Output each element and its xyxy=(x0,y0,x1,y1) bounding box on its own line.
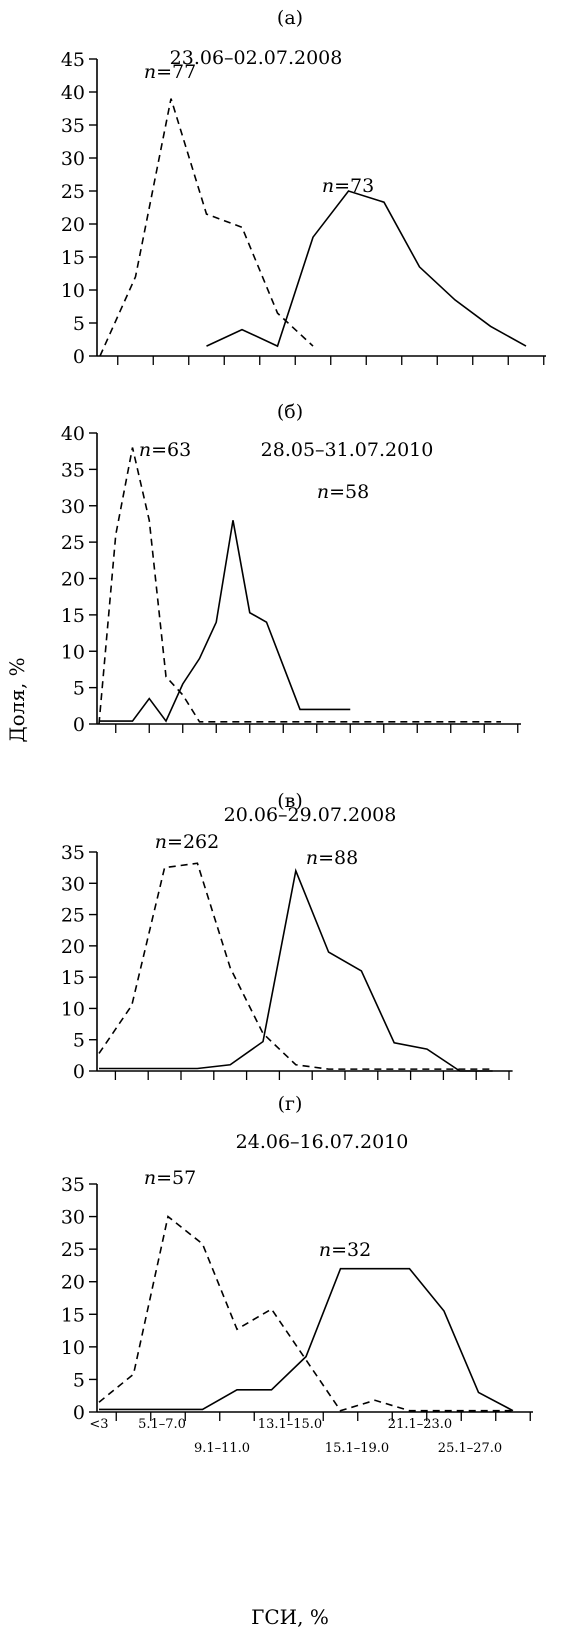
y-axis-label: Доля, % xyxy=(5,657,29,742)
series-solid-line xyxy=(99,520,351,723)
panel-label: (а) xyxy=(277,7,303,29)
x-axis-label: ГСИ, % xyxy=(251,1605,329,1629)
panel-label: (б) xyxy=(277,401,303,423)
y-tick-label: 25 xyxy=(61,1239,85,1261)
y-tick-label: 20 xyxy=(61,1272,85,1294)
y-tick-label: 30 xyxy=(61,148,85,170)
series-label: n=88 xyxy=(306,847,358,869)
y-tick-label: 0 xyxy=(73,1061,85,1083)
y-tick-label: 20 xyxy=(61,569,85,591)
y-tick-label: 0 xyxy=(73,346,85,368)
series-solid-line xyxy=(99,1267,514,1412)
series-label: n=73 xyxy=(322,175,374,197)
y-tick-label: 5 xyxy=(73,1030,85,1052)
y-tick-label: 10 xyxy=(61,280,85,302)
x-tick-label: 9.1–11.0 xyxy=(194,1441,250,1456)
y-tick-label: 35 xyxy=(61,1174,85,1196)
y-tick-label: 45 xyxy=(61,49,85,71)
series-solid-line xyxy=(206,190,527,348)
y-tick-label: 10 xyxy=(61,641,85,663)
series-dashed-line xyxy=(98,862,493,1070)
series-label: n=57 xyxy=(144,1167,196,1189)
y-tick-label: 30 xyxy=(61,496,85,518)
x-tick-label: 21.1–23.0 xyxy=(388,1417,452,1432)
panel-label: (г) xyxy=(278,1093,303,1115)
series-dashed-line xyxy=(99,98,314,357)
x-tick-label: <3 xyxy=(89,1417,108,1432)
y-tick-label: 35 xyxy=(61,842,85,864)
x-tick-label: 5.1–7.0 xyxy=(138,1417,186,1432)
y-tick-label: 0 xyxy=(73,714,85,736)
y-tick-label: 5 xyxy=(73,1369,85,1391)
y-tick-label: 15 xyxy=(61,1304,85,1326)
panel-title: 28.05–31.07.2010 xyxy=(261,439,434,461)
panel-title: 23.06–02.07.2008 xyxy=(170,47,343,69)
x-tick-label: 15.1–19.0 xyxy=(325,1441,389,1456)
y-tick-label: 25 xyxy=(61,905,85,927)
y-tick-label: 10 xyxy=(61,1337,85,1359)
y-tick-label: 35 xyxy=(61,115,85,137)
y-tick-label: 15 xyxy=(61,247,85,269)
series-label: n=58 xyxy=(317,481,369,503)
series-dashed-line xyxy=(98,447,501,725)
series-dashed-line xyxy=(98,1215,513,1412)
series-label: n=32 xyxy=(319,1239,371,1261)
y-tick-label: 25 xyxy=(61,532,85,554)
y-tick-label: 30 xyxy=(61,873,85,895)
y-tick-label: 40 xyxy=(61,423,85,445)
panel-title: 24.06–16.07.2010 xyxy=(236,1131,409,1153)
series-label: n=262 xyxy=(155,831,219,853)
y-tick-label: 20 xyxy=(61,936,85,958)
y-tick-label: 0 xyxy=(73,1402,85,1424)
y-tick-label: 5 xyxy=(73,313,85,335)
series-label: n=77 xyxy=(144,61,196,83)
panel-label: (в) xyxy=(277,790,303,812)
y-tick-label: 35 xyxy=(61,459,85,481)
y-tick-label: 20 xyxy=(61,214,85,236)
x-tick-label: 13.1–15.0 xyxy=(258,1417,322,1432)
series-solid-line xyxy=(99,867,493,1072)
panel-title: 20.06–29.07.2008 xyxy=(224,804,397,826)
y-tick-label: 25 xyxy=(61,181,85,203)
y-tick-label: 40 xyxy=(61,82,85,104)
x-tick-label: 25.1–27.0 xyxy=(438,1441,502,1456)
series-label: n=63 xyxy=(139,439,191,461)
y-tick-label: 15 xyxy=(61,967,85,989)
y-tick-label: 30 xyxy=(61,1207,85,1229)
y-tick-label: 10 xyxy=(61,998,85,1020)
y-tick-label: 15 xyxy=(61,605,85,627)
y-tick-label: 5 xyxy=(73,678,85,700)
